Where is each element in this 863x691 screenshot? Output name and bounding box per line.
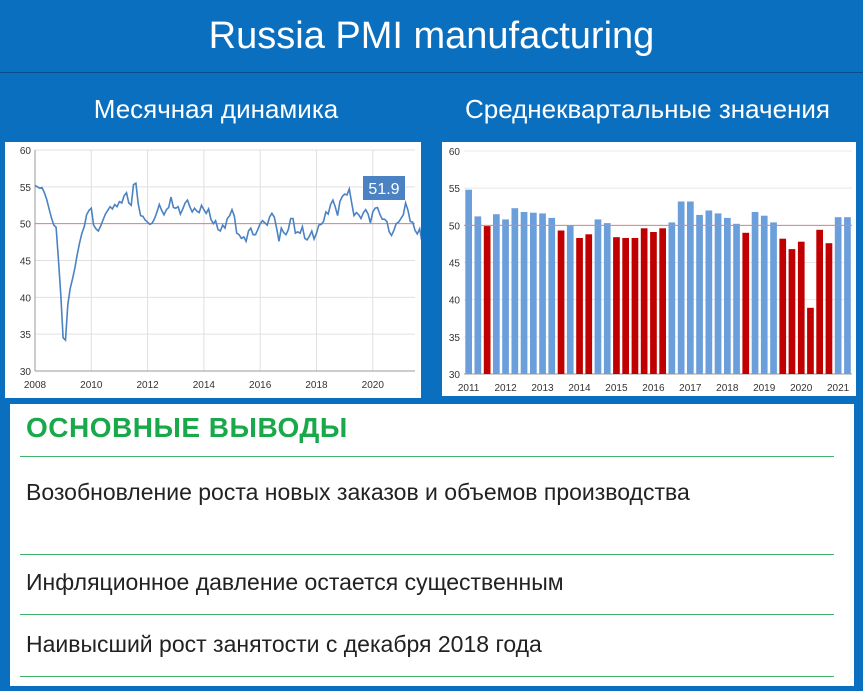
subtitle-monthly: Месячная динамика <box>93 93 339 124</box>
bar <box>603 223 611 374</box>
divider <box>20 676 834 677</box>
bar <box>566 225 574 374</box>
bar <box>788 249 796 374</box>
x-tick-label: 2015 <box>605 383 628 394</box>
bar <box>760 215 768 374</box>
bar <box>770 222 777 374</box>
x-tick-label: 2021 <box>827 383 850 394</box>
x-tick-label: 2013 <box>531 383 554 394</box>
y-tick-label: 30 <box>20 367 32 378</box>
bar <box>511 208 519 374</box>
subtitle-quarterly: Среднеквартальные значения <box>464 93 830 124</box>
bar <box>520 212 528 374</box>
y-tick-label: 35 <box>20 330 32 341</box>
bar <box>724 217 731 374</box>
bar <box>751 212 759 374</box>
bar <box>548 217 556 374</box>
x-tick-label: 2018 <box>716 383 739 394</box>
bar <box>585 234 593 374</box>
conclusion-item: Инфляционное давление остается существен… <box>26 569 564 595</box>
bar <box>705 210 713 374</box>
bar <box>474 216 482 374</box>
y-tick-label: 50 <box>20 220 32 231</box>
bar <box>613 237 620 374</box>
bar <box>594 219 602 374</box>
bar <box>483 226 491 374</box>
y-tick-label: 60 <box>449 147 461 158</box>
x-tick-label: 2016 <box>249 380 272 391</box>
bar <box>493 214 500 374</box>
x-tick-label: 2014 <box>568 383 591 394</box>
y-tick-label: 50 <box>449 221 461 232</box>
x-tick-label: 2008 <box>24 380 47 391</box>
page-title: Russia PMI manufacturing <box>0 0 863 73</box>
bar <box>742 232 750 374</box>
bar <box>502 219 509 374</box>
x-tick-label: 2016 <box>642 383 665 394</box>
y-tick-label: 60 <box>20 146 32 157</box>
bar <box>557 230 565 374</box>
x-tick-label: 2011 <box>458 383 480 394</box>
bar <box>659 228 666 374</box>
pmi-series-line <box>34 181 421 342</box>
bar <box>650 232 657 374</box>
monthly-chart-panel: 30 35 40 45 50 55 60 2008 2010 2012 2014 2016 2018 2… <box>5 142 421 398</box>
y-tick-label: 35 <box>449 333 461 344</box>
bar <box>539 213 546 374</box>
bar <box>687 201 694 374</box>
x-tick-label: 2012 <box>494 383 517 394</box>
monthly-pmi-line-chart: 30 35 40 45 50 55 60 2008 2010 2012 2014 2016 2018 2… <box>20 146 421 391</box>
conclusion-item: Наивысший рост занятости с декабря 2018 … <box>26 631 542 657</box>
bar <box>733 223 740 374</box>
bar <box>696 214 703 374</box>
x-tick-label: 2010 <box>80 380 103 391</box>
x-tick-label: 2018 <box>305 380 328 391</box>
divider <box>20 614 834 615</box>
bar <box>825 243 833 374</box>
y-tick-label: 40 <box>20 293 32 304</box>
divider <box>20 456 834 457</box>
last-value-label-bg <box>363 176 405 200</box>
bar <box>530 212 537 374</box>
x-tick-label: 2012 <box>136 380 159 391</box>
x-tick-label: 2017 <box>679 383 702 394</box>
x-tick-label: 2014 <box>193 380 216 391</box>
quarterly-pmi-bar-chart: 30 35 40 45 50 55 60 2011 2012 2013 2014 2015 2016 2… <box>449 147 852 394</box>
x-tick-label: 2019 <box>753 383 776 394</box>
bar <box>576 238 583 374</box>
bar <box>465 189 472 374</box>
x-tick-label: 2020 <box>790 383 813 394</box>
bar <box>668 222 676 374</box>
bar <box>640 228 648 374</box>
last-value-callout: 51.9 <box>363 176 405 200</box>
bar <box>807 307 814 374</box>
y-tick-label: 55 <box>449 184 461 195</box>
key-conclusions-box: ОСНОВНЫЕ ВЫВОДЫ Возобновление роста новы… <box>10 404 854 686</box>
bar <box>816 229 823 374</box>
y-tick-label: 45 <box>449 259 461 270</box>
bar <box>797 241 805 374</box>
y-tick-label: 55 <box>20 183 32 194</box>
quarterly-chart-panel: 30 35 40 45 50 55 60 2011 2012 2013 2014 2015 2016 2… <box>442 142 856 396</box>
bar <box>779 238 787 374</box>
y-tick-label: 30 <box>449 370 461 381</box>
divider <box>20 554 834 555</box>
last-value-label: 51.9 <box>368 181 399 198</box>
bar <box>631 238 639 374</box>
bar <box>677 201 685 374</box>
conclusion-item: Возобновление роста новых заказов и объе… <box>26 479 690 505</box>
bar <box>714 213 722 374</box>
conclusions-title: ОСНОВНЫЕ ВЫВОДЫ <box>26 412 348 443</box>
y-tick-label: 40 <box>449 296 461 307</box>
x-tick-label: 2020 <box>362 380 385 391</box>
bar <box>834 217 842 374</box>
bar <box>844 217 851 374</box>
y-tick-label: 45 <box>20 257 32 268</box>
bar <box>622 238 629 374</box>
